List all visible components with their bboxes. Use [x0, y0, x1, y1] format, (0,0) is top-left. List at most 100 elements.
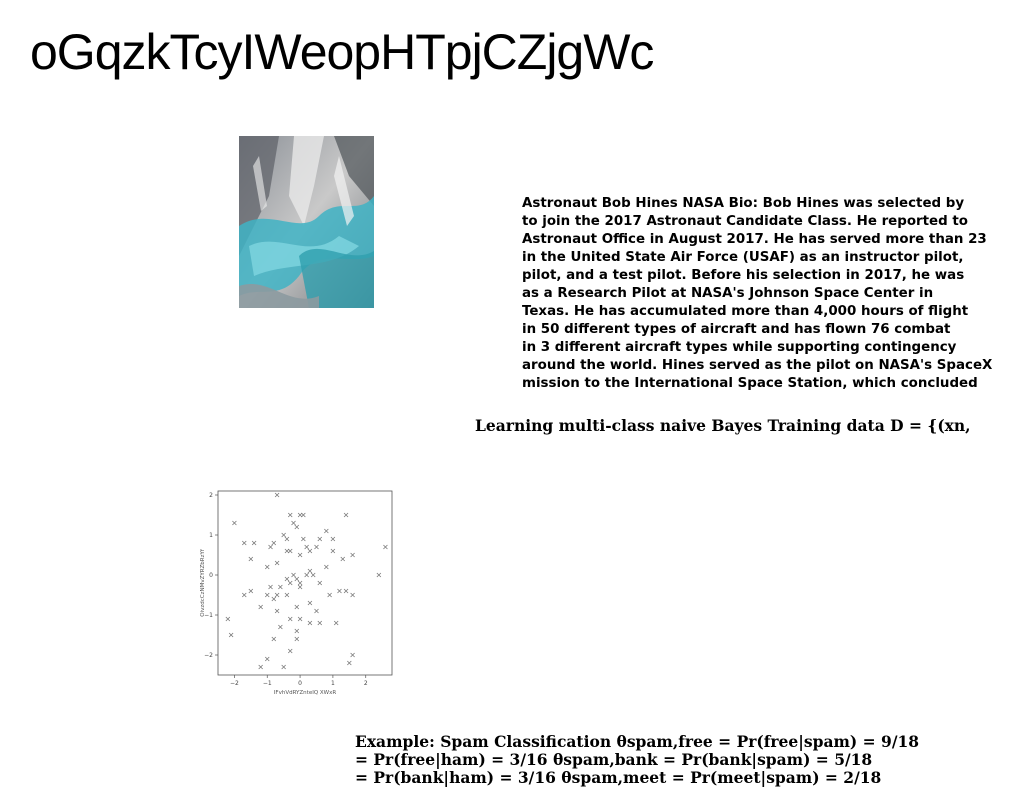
- data-point-marker: [350, 552, 355, 558]
- data-point: [291, 520, 296, 526]
- texture-photo: [239, 136, 374, 308]
- data-point: [274, 560, 280, 566]
- data-point: [307, 548, 313, 554]
- data-point-marker: [333, 620, 339, 626]
- data-point: [297, 580, 303, 586]
- data-point: [343, 588, 349, 594]
- bio-line: Astronaut Office in August 2017. He has …: [522, 232, 987, 247]
- naive-bayes-text: Learning multi-class naive Bayes Trainin…: [475, 416, 971, 435]
- data-point: [241, 592, 247, 598]
- data-point: [291, 572, 296, 578]
- data-point: [350, 552, 355, 558]
- data-point: [287, 548, 293, 554]
- data-point: [287, 648, 293, 654]
- data-point: [268, 584, 273, 590]
- data-point-marker: [330, 548, 336, 554]
- data-point-marker: [297, 584, 303, 590]
- data-point: [350, 592, 355, 598]
- data-point-marker: [274, 560, 280, 566]
- data-point-marker: [284, 548, 290, 554]
- x-tick-label: −1: [263, 680, 272, 687]
- data-point-marker: [264, 592, 270, 598]
- data-point-marker: [307, 600, 313, 606]
- data-point-marker: [294, 636, 300, 642]
- data-point-marker: [297, 552, 303, 558]
- data-point-marker: [264, 564, 270, 570]
- scatter-plot: −2 −1 0 1 2 2 1 0 −1 −2 IFvhVdRYZnteIQ XWxR OivzdcC…: [196, 487, 398, 699]
- data-point: [337, 588, 342, 594]
- data-point-marker: [343, 512, 349, 518]
- data-point: [294, 576, 300, 582]
- data-point: [301, 512, 306, 518]
- bio-line: Astronaut Bob Hines NASA Bio: Bob Hines …: [522, 196, 965, 211]
- x-tick-label: 2: [364, 680, 368, 687]
- data-point: [350, 652, 355, 658]
- texture-photo-graphic: [239, 136, 374, 308]
- data-point: [284, 548, 290, 554]
- data-point: [248, 588, 254, 594]
- data-point-marker: [258, 664, 263, 670]
- data-point: [307, 568, 313, 574]
- data-point-marker: [258, 604, 263, 610]
- data-point: [258, 664, 263, 670]
- data-point-marker: [327, 592, 332, 598]
- data-point-marker: [274, 592, 280, 598]
- bio-line: pilot, and a test pilot. Before his sele…: [522, 268, 965, 283]
- data-point: [264, 592, 270, 598]
- data-point: [274, 608, 280, 614]
- data-point-marker: [314, 608, 319, 614]
- data-point: [271, 540, 277, 546]
- data-point: [310, 572, 316, 578]
- x-tick-label: 1: [331, 680, 335, 687]
- data-point-marker: [343, 588, 349, 594]
- y-tick-label: 0: [209, 572, 213, 579]
- data-point-marker: [287, 580, 293, 586]
- data-point: [294, 628, 300, 634]
- data-point: [241, 540, 247, 546]
- data-point-marker: [284, 536, 290, 542]
- data-point: [333, 620, 339, 626]
- x-tick-label: 0: [298, 680, 302, 687]
- example-line: Example: Spam Classification θspam,free …: [355, 732, 920, 751]
- data-point-marker: [294, 628, 300, 634]
- data-point-marker: [271, 596, 277, 602]
- data-point-marker: [228, 632, 234, 638]
- y-tick-label: −1: [204, 612, 213, 619]
- data-point-marker: [287, 648, 293, 654]
- data-point: [287, 616, 293, 622]
- y-tick-label: −2: [204, 652, 213, 659]
- data-point-marker: [232, 520, 237, 526]
- data-point: [248, 556, 254, 562]
- data-point-marker: [297, 580, 303, 586]
- bio-line: Texas. He has accumulated more than 4,00…: [522, 304, 969, 319]
- y-tick-label: 2: [209, 492, 213, 499]
- data-point: [330, 548, 336, 554]
- data-point: [228, 632, 234, 638]
- data-point-marker: [350, 652, 355, 658]
- data-point-marker: [317, 536, 323, 542]
- data-point-marker: [376, 572, 382, 578]
- data-point-marker: [284, 592, 290, 598]
- bio-line: in the United State Air Force (USAF) as …: [522, 250, 964, 265]
- data-point-marker: [248, 588, 254, 594]
- data-point-marker: [241, 540, 247, 546]
- data-point-marker: [291, 572, 296, 578]
- data-point-marker: [301, 536, 306, 542]
- data-point: [284, 576, 290, 582]
- data-point-marker: [317, 580, 323, 586]
- data-point: [264, 656, 270, 662]
- data-point-marker: [281, 664, 286, 670]
- data-point: [274, 592, 280, 598]
- spam-example: Example: Spam Classification θspam,free …: [355, 733, 919, 787]
- data-point-marker: [350, 592, 355, 598]
- scatter-svg: −2 −1 0 1 2 2 1 0 −1 −2 IFvhVdRYZnteIQ XWxR OivzdcC…: [200, 490, 393, 696]
- data-point-marker: [383, 544, 388, 550]
- data-point: [264, 564, 270, 570]
- data-point: [271, 636, 277, 642]
- data-point-marker: [304, 544, 309, 550]
- data-point: [314, 544, 319, 550]
- data-point-marker: [268, 584, 273, 590]
- data-point: [284, 592, 290, 598]
- data-point-marker: [307, 568, 313, 574]
- data-point: [376, 572, 382, 578]
